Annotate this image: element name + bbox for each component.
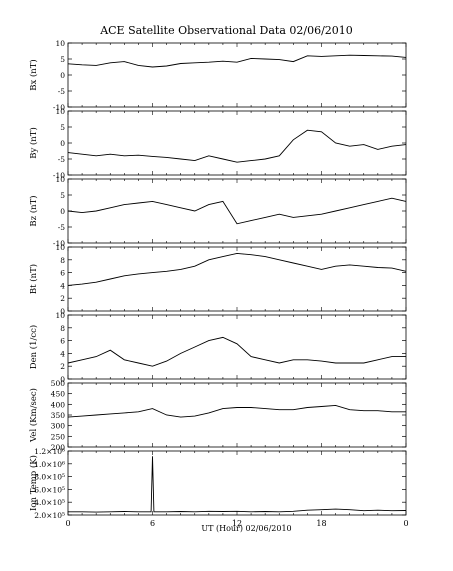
y-tick-label: 1.0×10⁶ bbox=[34, 460, 65, 469]
panel-frame-7 bbox=[67, 450, 407, 516]
y-tick-label: 8.0×10⁵ bbox=[34, 473, 65, 482]
x-tick-label: 12 bbox=[232, 519, 242, 528]
y-axis-label: By (nT) bbox=[28, 127, 39, 159]
y-tick-label: 200 bbox=[51, 443, 66, 452]
y-tick-label: 2 bbox=[60, 362, 65, 371]
y-axis-label: Vel (Km/sec) bbox=[28, 388, 39, 443]
y-tick-label: 0 bbox=[60, 71, 65, 80]
y-tick-label: 500 bbox=[51, 379, 66, 388]
y-tick-label: -5 bbox=[58, 223, 66, 232]
x-tick-label: 0 bbox=[403, 519, 408, 528]
panel-frame-5 bbox=[67, 314, 407, 380]
y-tick-label: 400 bbox=[51, 400, 66, 409]
x-axis-label: UT (Hour) 02/06/2010 bbox=[201, 524, 292, 533]
y-tick-label: 5 bbox=[60, 55, 65, 64]
y-tick-label: -10 bbox=[53, 171, 65, 180]
panel-frame-4 bbox=[67, 246, 407, 312]
series-line bbox=[67, 336, 406, 367]
y-tick-label: 2.0×10⁵ bbox=[34, 511, 65, 520]
y-tick-label: 10 bbox=[55, 311, 65, 320]
panel-frame-1 bbox=[67, 42, 407, 108]
panel-frame-6 bbox=[67, 382, 407, 448]
y-tick-label: 350 bbox=[51, 411, 66, 420]
y-tick-label: 0 bbox=[60, 139, 65, 148]
y-tick-label: 4.0×10⁵ bbox=[34, 498, 65, 507]
y-tick-label: 0 bbox=[60, 307, 65, 316]
y-tick-label: 5 bbox=[60, 123, 65, 132]
y-tick-label: 1.2×10⁶ bbox=[34, 447, 65, 456]
y-tick-label: 8 bbox=[60, 324, 65, 333]
series-line bbox=[68, 456, 407, 513]
y-tick-label: 0 bbox=[60, 207, 65, 216]
y-tick-label: 450 bbox=[51, 390, 66, 399]
y-tick-label: 2 bbox=[60, 294, 65, 303]
y-tick-label: 6.0×10⁵ bbox=[34, 485, 65, 494]
y-tick-label: 10 bbox=[55, 39, 65, 48]
y-tick-label: -10 bbox=[53, 239, 65, 248]
y-tick-label: 10 bbox=[55, 243, 65, 252]
y-tick-label: -10 bbox=[53, 103, 65, 112]
y-tick-label: 10 bbox=[55, 175, 65, 184]
y-tick-label: -5 bbox=[58, 87, 66, 96]
series-line bbox=[67, 54, 407, 68]
y-axis-label: Bx (nT) bbox=[28, 59, 39, 91]
y-tick-label: 4 bbox=[60, 349, 65, 358]
x-tick-label: 0 bbox=[65, 519, 70, 528]
series-line bbox=[67, 197, 407, 225]
y-tick-label: 6 bbox=[60, 269, 65, 278]
y-axis-label: Bz (nT) bbox=[28, 195, 39, 226]
y-tick-label: 300 bbox=[51, 422, 66, 431]
x-tick-label: 6 bbox=[150, 519, 155, 528]
y-tick-label: 5 bbox=[60, 191, 65, 200]
y-tick-label: 4 bbox=[60, 281, 65, 290]
series-line bbox=[67, 129, 407, 163]
y-tick-label: 6 bbox=[60, 337, 65, 346]
x-tick-label: 18 bbox=[316, 519, 326, 528]
y-tick-label: 250 bbox=[51, 432, 66, 441]
panel-frame-3 bbox=[67, 178, 407, 244]
y-tick-label: 0 bbox=[60, 375, 65, 384]
y-axis-label: Bt (nT) bbox=[28, 264, 39, 294]
y-axis-label: Ion Temp (K) bbox=[28, 455, 39, 511]
series-line bbox=[67, 404, 406, 418]
chart-title: ACE Satellite Observational Data 02/06/2… bbox=[100, 24, 353, 37]
series-line bbox=[67, 252, 407, 286]
y-axis-label: Den (1/cc) bbox=[28, 325, 39, 369]
panel-frame-2 bbox=[67, 110, 407, 176]
y-tick-label: -5 bbox=[58, 155, 66, 164]
y-tick-label: 8 bbox=[60, 256, 65, 265]
y-tick-label: 10 bbox=[55, 107, 65, 116]
